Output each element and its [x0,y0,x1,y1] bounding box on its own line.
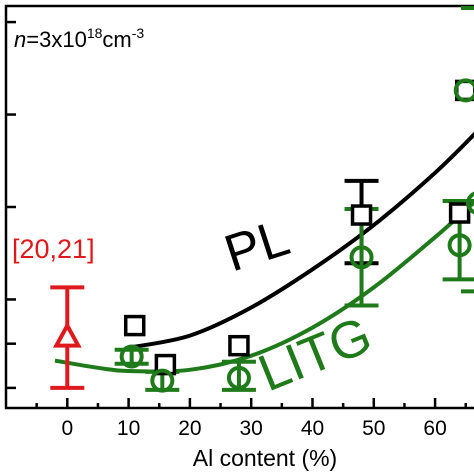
density-annotation: n=3x1018cm-3 [14,25,144,52]
x-tick-label: 30 [240,417,263,440]
x-tick-label: 20 [178,417,201,440]
x-tick-label: 10 [117,417,140,440]
error-bar [461,6,474,294]
x-tick-label: 50 [362,417,385,440]
annotation-unit: cm [102,27,131,52]
x-tick-label: 0 [61,417,73,440]
x-tick-label: 60 [423,417,446,440]
pl-fit-curve [128,131,474,350]
pl-point-marker [228,334,250,357]
pl-point-marker [350,204,373,226]
litg-point-marker [349,245,374,270]
pl-point-marker [448,202,471,224]
annotation-unit-exp: -3 [132,25,145,41]
litg-point-marker [466,191,474,215]
pl-point-marker [123,314,146,337]
annotation-eq: =3x10 [26,27,87,52]
litg-point-marker [453,78,474,103]
reference-label: [20,21] [12,234,95,264]
pl-curve-label: PL [218,209,296,284]
plot-area: 0 10 20 30 40 50 60 [4,4,474,440]
annotation-exp: 18 [87,25,103,41]
annotation-n: n [14,27,26,52]
litg-point-marker [150,368,175,393]
error-bar [114,347,149,366]
litg-point-marker [226,365,251,390]
litg-curve-label: LITG [251,306,380,403]
reference-point-marker [52,321,82,348]
litg-point-marker [119,344,144,369]
x-axis-label: Al content (%) [193,445,337,471]
x-tick-label: 40 [301,417,324,440]
svg-text:n=3x1018cm-3: n=3x1018cm-3 [14,25,144,52]
litg-point-marker [447,233,472,258]
litg-fit-curve [54,199,474,374]
